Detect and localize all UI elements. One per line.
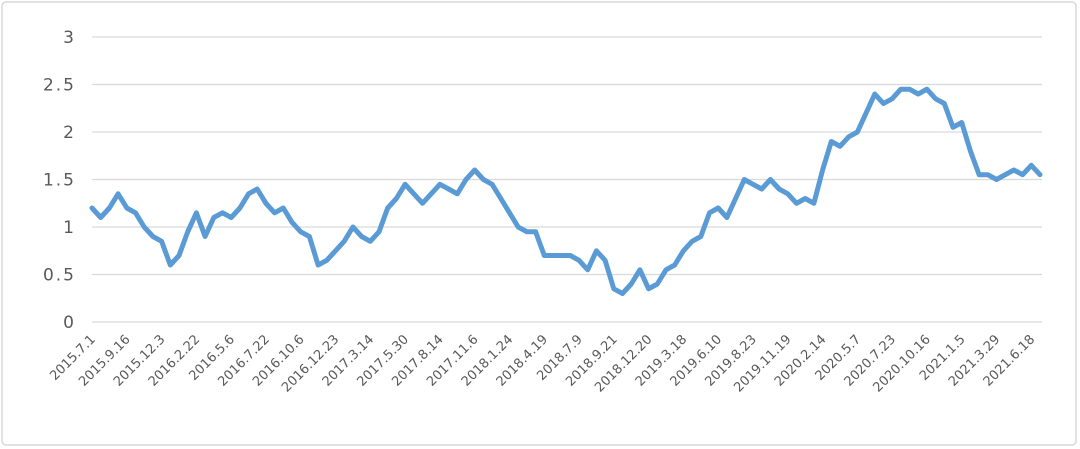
y-tick-label: 0.5 bbox=[43, 266, 76, 286]
y-tick-label: 2 bbox=[63, 123, 76, 143]
y-tick-label: 1.5 bbox=[43, 171, 76, 191]
y-tick-label: 0 bbox=[63, 313, 76, 333]
y-tick-label: 1 bbox=[63, 218, 76, 238]
y-tick-label: 3 bbox=[63, 28, 76, 48]
y-tick-label: 2.5 bbox=[43, 76, 76, 96]
data-line bbox=[89, 86, 1043, 296]
